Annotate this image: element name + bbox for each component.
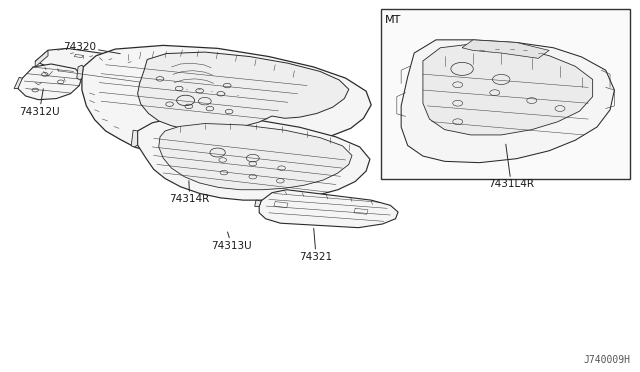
Polygon shape — [159, 124, 352, 190]
Polygon shape — [138, 116, 370, 200]
Bar — [381, 9, 630, 179]
Polygon shape — [77, 65, 83, 80]
Text: 74320: 74320 — [63, 42, 120, 54]
Text: 7431L4R: 7431L4R — [488, 144, 534, 189]
Text: 74312U: 74312U — [19, 89, 60, 116]
Polygon shape — [14, 77, 22, 89]
Polygon shape — [131, 130, 138, 147]
Text: J740009H: J740009H — [584, 355, 630, 365]
Polygon shape — [259, 190, 398, 228]
Polygon shape — [35, 50, 48, 67]
Text: MT: MT — [385, 15, 402, 25]
Polygon shape — [423, 44, 593, 135]
Text: 74313U: 74313U — [211, 232, 252, 250]
Text: 74314R: 74314R — [170, 181, 210, 204]
Polygon shape — [462, 40, 549, 58]
Polygon shape — [18, 64, 82, 100]
Polygon shape — [255, 200, 261, 206]
Text: 74321: 74321 — [300, 228, 333, 262]
Polygon shape — [82, 45, 371, 156]
Polygon shape — [35, 48, 262, 96]
Polygon shape — [138, 52, 349, 131]
Polygon shape — [401, 40, 614, 163]
